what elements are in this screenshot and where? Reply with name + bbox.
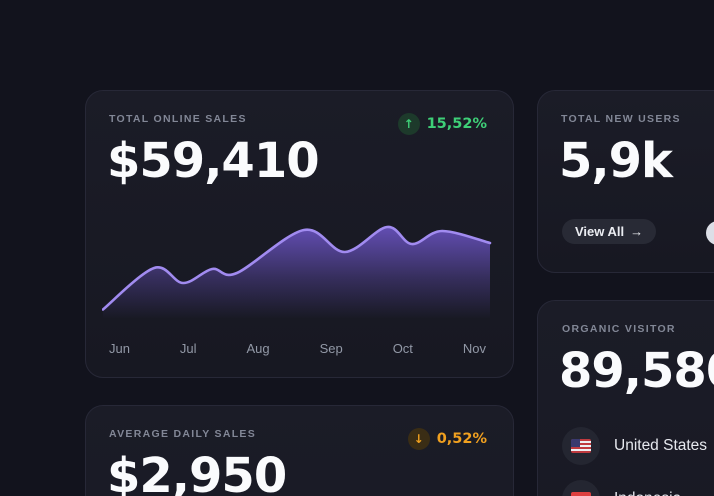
- sales-area-chart: [101, 223, 492, 319]
- card-organic-visitor: ORGANIC VISITOR 89,580 United States Ind…: [537, 300, 714, 496]
- card-title: TOTAL NEW USERS: [561, 113, 681, 125]
- chart-area-fill: [103, 226, 490, 319]
- x-axis-labels: Jun Jul Aug Sep Oct Nov: [109, 341, 486, 356]
- arrow-down-icon: ↓: [407, 428, 430, 450]
- us-flag-icon: [562, 427, 600, 465]
- x-tick-sep: Sep: [319, 341, 343, 356]
- country-name: Indonesia: [614, 490, 681, 496]
- average-daily-sales-value: $2,950: [107, 448, 287, 496]
- arrow-right-icon: →: [630, 224, 644, 239]
- chart-line: [101, 225, 492, 311]
- x-tick-jul: Jul: [179, 341, 197, 356]
- trend-badge-up: ↑ 15,52%: [397, 113, 487, 135]
- country-name: United States: [614, 437, 708, 454]
- total-online-sales-value: $59,410: [107, 133, 320, 189]
- x-tick-oct: Oct: [392, 341, 413, 356]
- partial-pill-button[interactable]: [706, 221, 714, 245]
- trend-badge-down: ↓ 0,52%: [407, 428, 487, 450]
- sales-area-chart-svg: [101, 225, 492, 319]
- card-average-daily-sales: AVERAGE DAILY SALES ↓ 0,52% $2,950: [85, 405, 514, 496]
- country-row-united-states: United States: [562, 427, 714, 465]
- card-title: AVERAGE DAILY SALES: [109, 428, 257, 440]
- card-total-online-sales: TOTAL ONLINE SALES ↑ 15,52% $59,410 Jun …: [85, 90, 514, 378]
- organic-visitor-value: 89,580: [559, 343, 714, 399]
- trend-value: 0,52%: [436, 431, 487, 447]
- card-total-new-users: TOTAL NEW USERS 5,9k View All →: [537, 90, 714, 273]
- indonesia-flag-icon: [562, 480, 600, 496]
- arrow-up-icon: ↑: [397, 113, 420, 135]
- trend-value: 15,52%: [426, 116, 487, 132]
- x-tick-nov: Nov: [462, 341, 486, 356]
- x-tick-jun: Jun: [109, 341, 130, 356]
- country-row-indonesia: Indonesia: [562, 480, 714, 496]
- card-title: TOTAL ONLINE SALES: [109, 113, 247, 125]
- total-new-users-value: 5,9k: [559, 133, 673, 189]
- view-all-button[interactable]: View All →: [562, 219, 657, 244]
- view-all-label: View All: [575, 224, 625, 239]
- card-title: ORGANIC VISITOR: [562, 323, 676, 335]
- x-tick-aug: Aug: [246, 341, 270, 356]
